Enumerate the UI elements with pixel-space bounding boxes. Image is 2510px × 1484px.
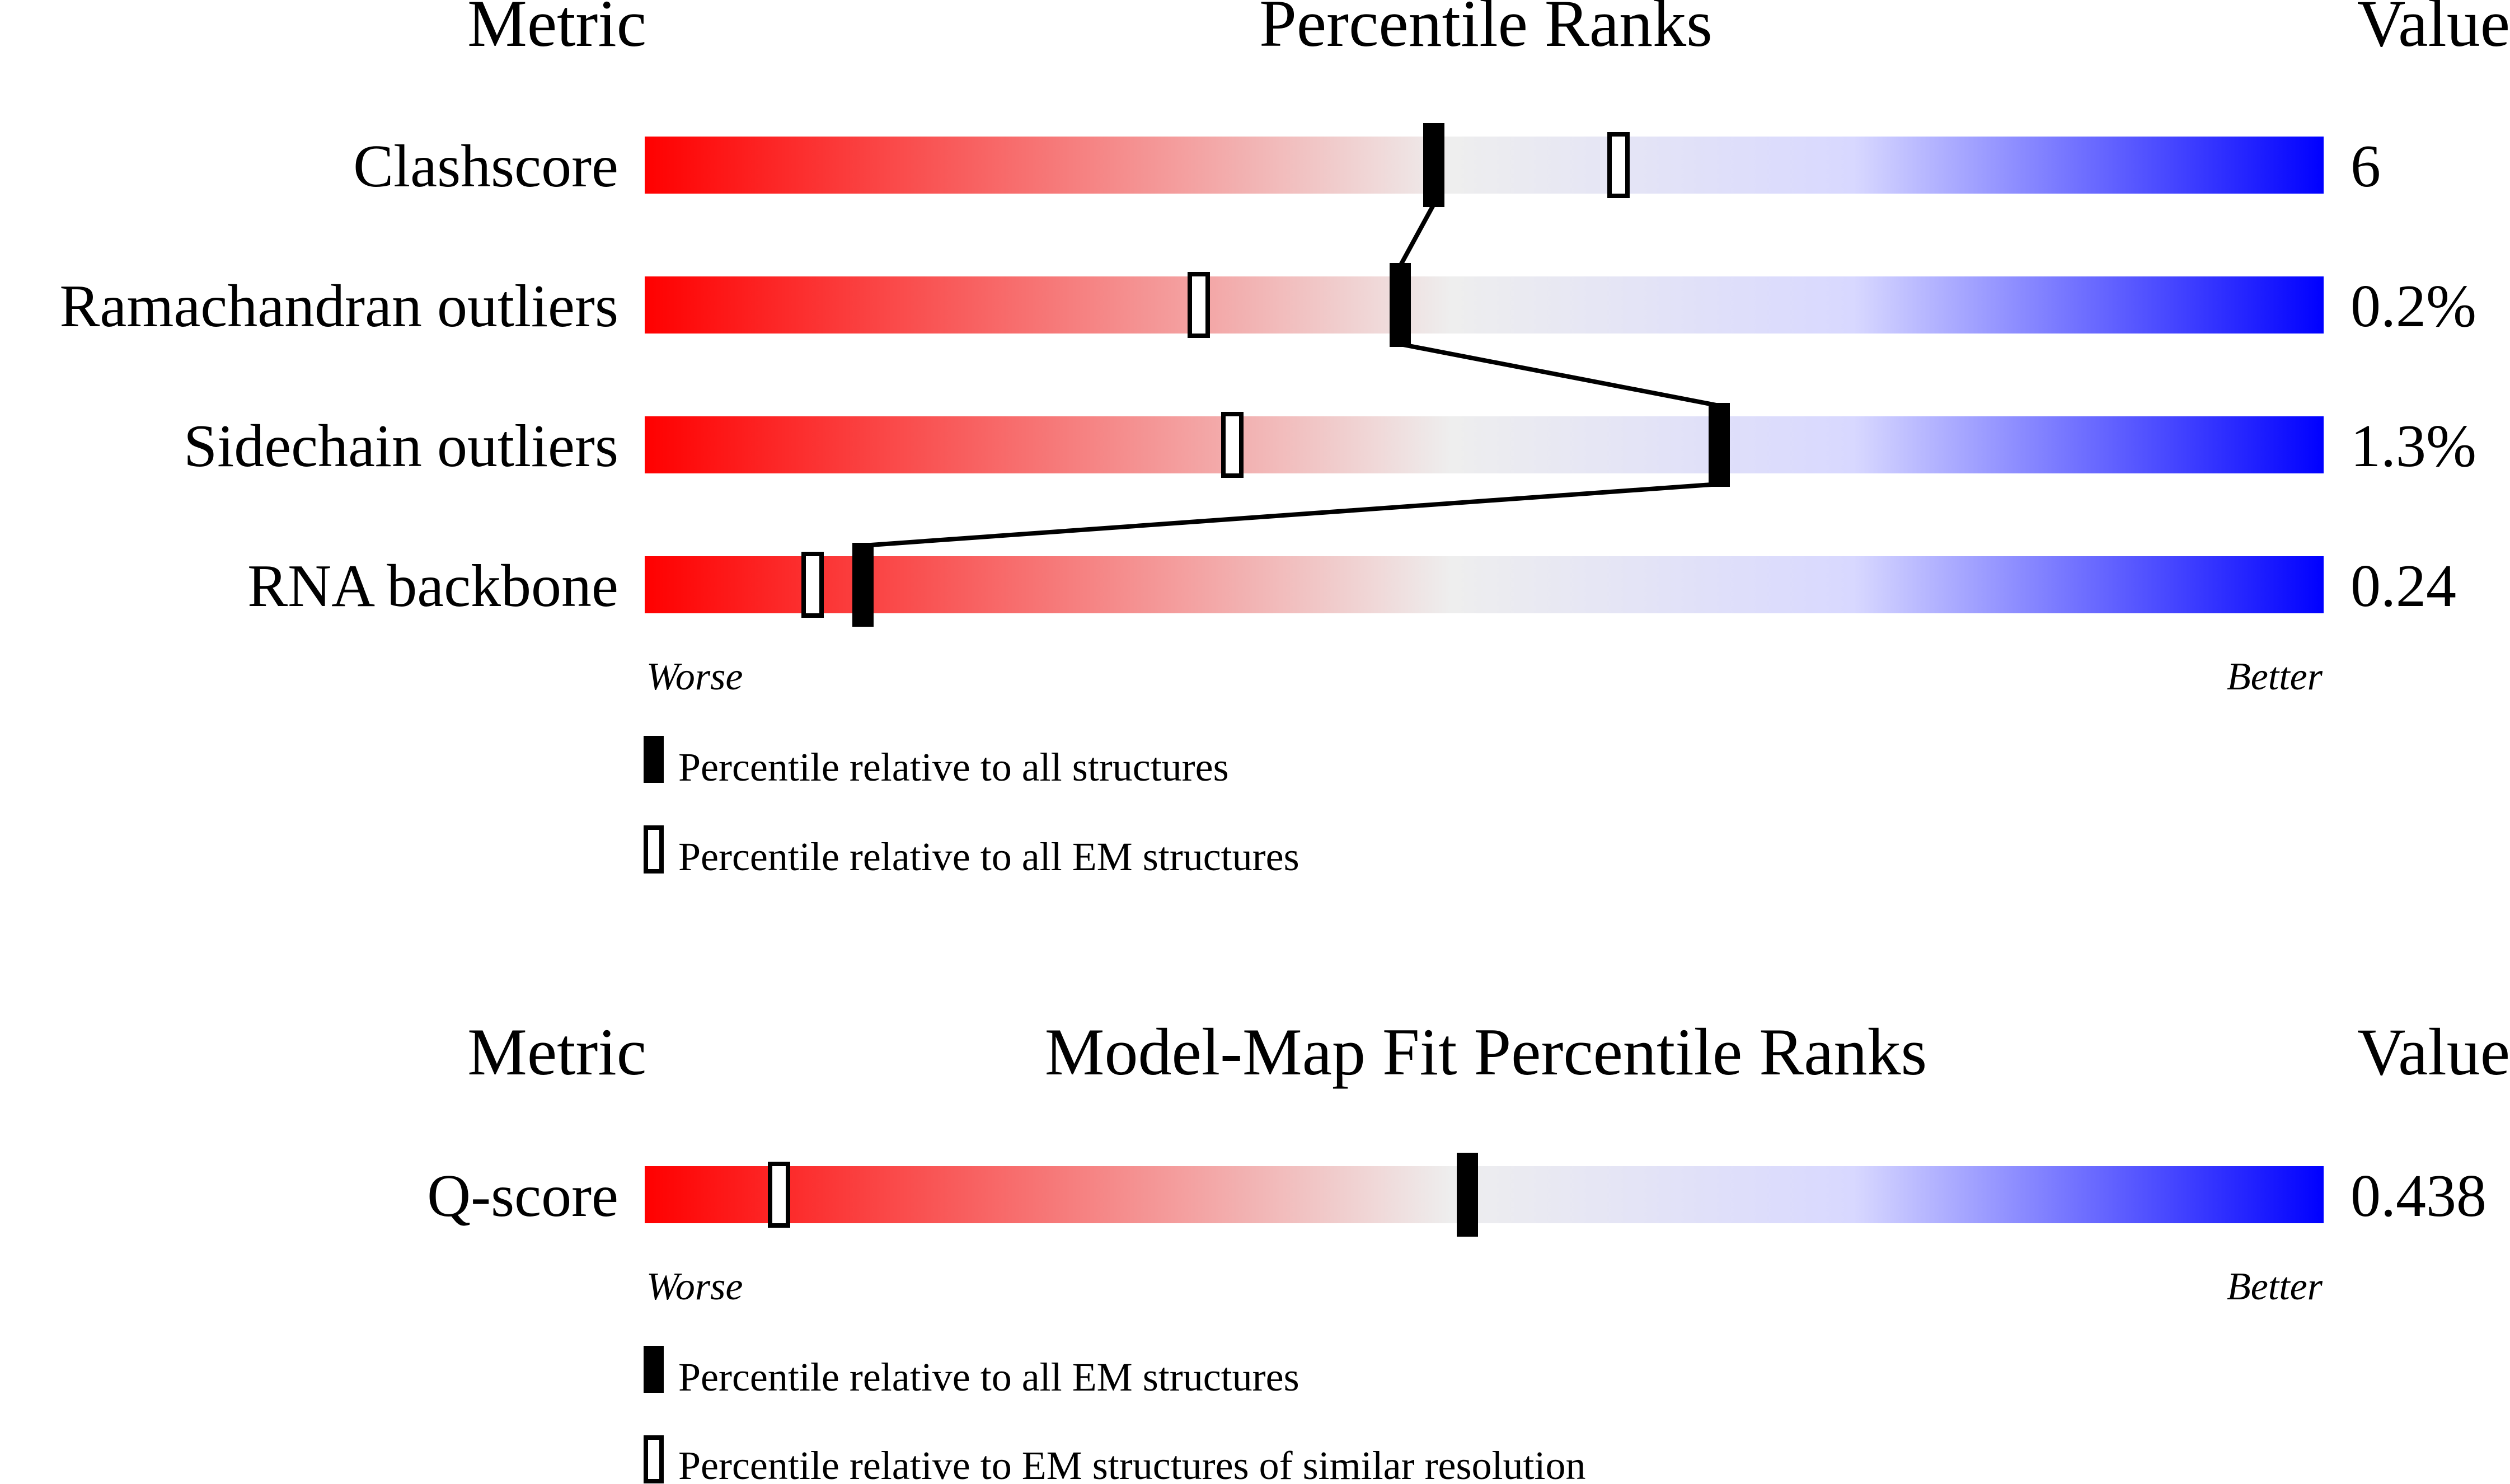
fit-legend-filled-text: Percentile relative to all EM structures [678, 1355, 1299, 1400]
fit-header-title: Model-Map Fit Percentile Ranks [1045, 1015, 1927, 1089]
fit-worse-label: Worse [646, 1265, 743, 1308]
open-marker-rna-backbone [801, 552, 824, 618]
percentile-bar-ramachandran-outliers [645, 276, 2324, 334]
validation-header-value: Value [2357, 0, 2510, 60]
connector-line [1398, 203, 1436, 267]
metric-value-q-score: 0.438 [2351, 1163, 2486, 1229]
open-marker-clashscore [1607, 132, 1630, 198]
metric-value-rna-backbone: 0.24 [2351, 553, 2456, 619]
fit-bars-group: Q-score 0.438 [427, 1153, 2486, 1237]
filled-marker-rna-backbone [852, 543, 874, 627]
validation-legend-filled-text: Percentile relative to all structures [678, 745, 1229, 790]
validation-legend-open-marker [644, 825, 664, 874]
metric-value-clashscore: 6 [2351, 133, 2381, 200]
fit-legend-open-marker [644, 1435, 664, 1483]
filled-marker-ramachandran-outliers [1390, 263, 1411, 347]
metric-value-sidechain-outliers: 1.3% [2351, 413, 2476, 480]
fit-legend-filled-marker [644, 1346, 664, 1393]
validation-legend-open-text: Percentile relative to all EM structures [678, 834, 1299, 879]
open-marker-sidechain-outliers [1221, 412, 1244, 478]
metric-value-ramachandran-outliers: 0.2% [2351, 273, 2476, 340]
filled-marker-clashscore [1423, 123, 1444, 207]
connector-line [862, 482, 1720, 548]
validation-bars-group: Clashscore 6 Ramachandran outliers 0.2% Side… [59, 123, 2476, 627]
metric-label-sidechain-outliers: Sidechain outliers [184, 413, 618, 480]
metric-label-clashscore: Clashscore [353, 133, 618, 200]
validation-header-metric: Metric [467, 0, 646, 60]
filled-marker-q-score [1457, 1153, 1478, 1237]
validation-better-label: Better [2227, 655, 2323, 698]
percentile-bar-q-score [645, 1166, 2324, 1223]
metric-label-rna-backbone: RNA backbone [247, 553, 618, 619]
metric-label-q-score: Q-score [427, 1163, 618, 1229]
filled-marker-sidechain-outliers [1709, 403, 1730, 487]
percentile-bar-rna-backbone [645, 556, 2324, 613]
fit-header-metric: Metric [467, 1015, 646, 1089]
fit-header-value: Value [2357, 1015, 2510, 1089]
metric-label-ramachandran-outliers: Ramachandran outliers [59, 273, 618, 340]
open-marker-q-score [768, 1162, 790, 1228]
connector-line [1400, 342, 1720, 408]
validation-header-title: Percentile Ranks [1259, 0, 1713, 60]
fit-better-label: Better [2227, 1265, 2323, 1308]
fit-legend-open-text: Percentile relative to EM structures of … [678, 1443, 1586, 1484]
percentile-bar-sidechain-outliers [645, 416, 2324, 473]
validation-legend-filled-marker [644, 736, 664, 783]
percentile-bar-clashscore [645, 137, 2324, 194]
validation-worse-label: Worse [646, 655, 743, 698]
open-marker-ramachandran-outliers [1188, 272, 1210, 338]
